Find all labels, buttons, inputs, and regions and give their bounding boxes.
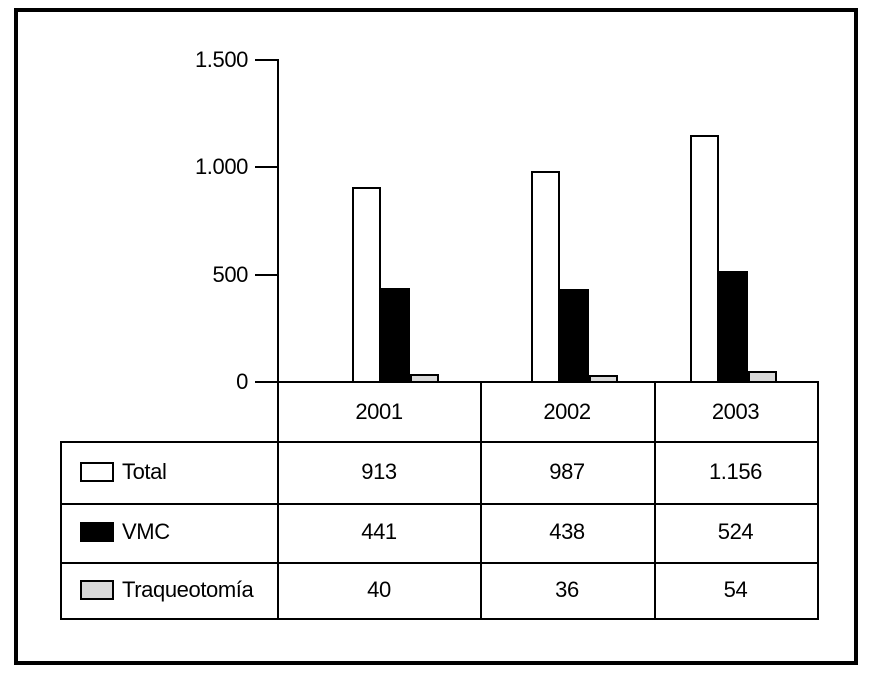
value-traqueotomia-2003: 54 xyxy=(723,577,748,602)
bar-total-2003 xyxy=(690,135,719,383)
value-total-2001: 913 xyxy=(361,459,397,484)
value-traqueotomia-2001: 40 xyxy=(367,577,391,602)
year-label-2002: 2002 xyxy=(543,399,591,424)
bar-traqueotomia-2003 xyxy=(748,371,777,383)
year-label-2001: 2001 xyxy=(355,399,403,424)
table-grid-line-vertical xyxy=(654,381,656,620)
value-total-2003: 1.156 xyxy=(708,459,763,484)
figure-frame xyxy=(14,8,858,665)
legend-label-traqueotomia: Traqueotomía xyxy=(122,577,254,602)
table-grid-line-horizontal xyxy=(60,562,819,564)
legend-swatch-total xyxy=(80,462,114,482)
value-vmc-2003: 524 xyxy=(717,519,754,544)
value-vmc-2001: 441 xyxy=(361,519,397,544)
table-grid-line-vertical xyxy=(60,441,62,620)
legend-swatch-traqueotomia xyxy=(80,580,114,600)
bar-vmc-2002 xyxy=(560,289,589,383)
bar-total-2001 xyxy=(352,187,381,383)
y-axis-tick xyxy=(255,59,277,61)
y-axis-tick-label: 0 xyxy=(236,369,248,394)
table-grid-line-vertical xyxy=(480,381,482,620)
bar-traqueotomia-2002 xyxy=(589,375,618,383)
legend-label-total: Total xyxy=(122,459,167,484)
legend-label-vmc: VMC xyxy=(122,519,170,544)
y-axis-tick xyxy=(255,274,277,276)
y-axis-tick-label: 1.500 xyxy=(194,47,248,72)
year-label-2003: 2003 xyxy=(711,399,760,424)
legend-swatch-vmc xyxy=(80,522,114,542)
bar-vmc-2003 xyxy=(719,271,748,383)
y-axis-tick-label: 1.000 xyxy=(194,154,248,179)
table-grid-line-vertical xyxy=(817,381,819,620)
table-grid-line-horizontal xyxy=(60,503,819,505)
bar-vmc-2001 xyxy=(381,288,410,383)
table-grid-line-horizontal xyxy=(60,618,819,620)
value-total-2002: 987 xyxy=(549,459,585,484)
y-axis-line xyxy=(277,59,279,620)
y-axis-tick-label: 500 xyxy=(212,262,248,287)
y-axis-tick xyxy=(255,166,277,168)
value-traqueotomia-2002: 36 xyxy=(555,577,579,602)
table-grid-line-horizontal xyxy=(60,441,819,443)
value-vmc-2002: 438 xyxy=(549,519,585,544)
bar-total-2002 xyxy=(531,171,560,383)
bar-traqueotomia-2001 xyxy=(410,374,439,383)
